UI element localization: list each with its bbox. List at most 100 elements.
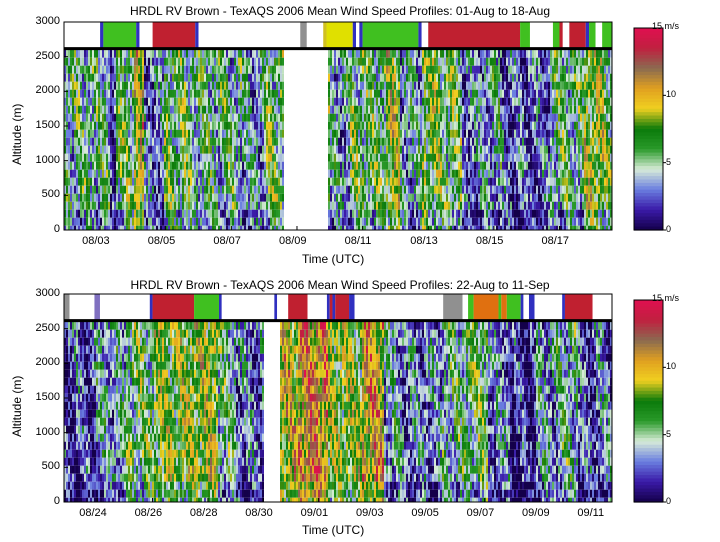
heatmap-column [72,50,74,230]
heatmap-column [588,322,590,502]
heatmap-column [510,50,512,230]
heatmap-column [362,322,364,502]
heatmap-column [152,50,154,230]
heatmap-column [600,322,602,502]
heatmap-column [420,50,422,230]
heatmap-column [316,322,318,502]
heatmap-column [532,322,534,502]
y-tick-label: 3000 [36,287,60,299]
heatmap-column [96,322,98,502]
heatmap-column [192,322,194,502]
heatmap-column [444,50,446,230]
x-tick-label: 08/05 [148,235,176,247]
heatmap-column [168,322,170,502]
colorbar-tick-label: 5 [666,429,671,439]
heatmap-column [590,50,592,230]
heatmap-column [540,322,542,502]
heatmap-column [446,322,448,502]
y-tick-label: 1000 [36,154,60,166]
heatmap-column [258,322,260,502]
y-tick-label: 1500 [36,391,60,403]
heatmap-column [190,50,192,230]
heatmap-column [236,322,238,502]
heatmap-column [576,322,578,502]
heatmap-column [190,322,192,502]
heatmap-column [196,50,198,230]
heatmap-column [110,50,112,230]
heatmap-column [300,322,302,502]
heatmap-column [176,322,178,502]
heatmap-column [372,50,374,230]
heatmap-column [346,50,348,230]
heatmap-column [90,50,92,230]
heatmap-column [536,322,538,502]
heatmap-column [270,50,272,230]
heatmap-column [304,322,306,502]
heatmap-column [366,322,368,502]
heatmap-column [550,50,552,230]
heatmap-column [404,50,406,230]
heatmap-column [544,322,546,502]
heatmap-column [168,50,170,230]
y-axis-label: Altitude (m) [10,104,24,165]
heatmap-column [504,50,506,230]
heatmap-column [598,322,600,502]
heatmap-column [180,50,182,230]
heatmap-column [352,50,354,230]
heatmap-column [366,50,368,230]
heatmap-column [88,50,90,230]
heatmap-column [458,322,460,502]
heatmap-column [208,322,210,502]
heatmap-column [430,322,432,502]
heatmap-column [340,50,342,230]
heatmap-column [214,322,216,502]
heatmap-column [438,322,440,502]
heatmap-column [166,322,168,502]
heatmap-column [220,50,222,230]
heatmap-column [128,322,130,502]
heatmap-column [70,50,72,230]
heatmap-column [104,322,106,502]
heatmap-column [392,50,394,230]
heatmap-column [602,50,604,230]
heatmap-column [480,50,482,230]
heatmap-column [522,50,524,230]
heatmap-column [156,50,158,230]
heatmap-column [564,322,566,502]
heatmap-column [348,322,350,502]
heatmap-column [562,50,564,230]
heatmap-column [74,322,76,502]
heatmap-column [122,50,124,230]
heatmap-column [402,322,404,502]
heatmap-column [566,322,568,502]
heatmap-column [434,50,436,230]
heatmap-column [342,50,344,230]
status-segment [559,22,562,48]
heatmap-column [574,50,576,230]
heatmap-column [456,322,458,502]
heatmap-column [154,322,156,502]
heatmap-column [592,50,594,230]
heatmap-column [494,50,496,230]
heatmap-column [348,50,350,230]
x-tick-label: 09/07 [467,507,495,519]
heatmap-column [504,322,506,502]
heatmap-column [464,322,466,502]
heatmap-column [514,322,516,502]
heatmap-column [584,50,586,230]
status-segment [100,22,103,48]
heatmap-column [212,50,214,230]
heatmap-column [288,322,290,502]
heatmap-column [116,322,118,502]
y-tick-label: 0 [54,495,60,507]
heatmap-column [194,50,196,230]
colorbar-title: 15 m/s [652,21,679,31]
heatmap-column [332,322,334,502]
heatmap-column [160,50,162,230]
status-segment [195,22,198,48]
heatmap-column [560,50,562,230]
heatmap-column [338,50,340,230]
status-segment [349,294,355,320]
heatmap-column [552,50,554,230]
heatmap-column [380,50,382,230]
